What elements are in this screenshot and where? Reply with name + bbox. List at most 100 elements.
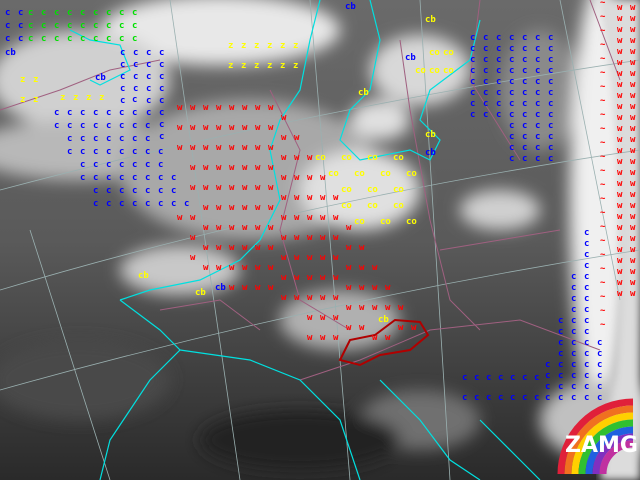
symbol-w: w: [216, 183, 222, 193]
symbol-z: z: [267, 41, 272, 51]
symbol-c: c: [120, 72, 125, 82]
symbol-c: c: [145, 186, 150, 196]
symbol-cb_yellow: cb: [425, 15, 436, 25]
symbol-c: c: [509, 44, 514, 54]
symbol-c: c: [522, 393, 527, 403]
symbol-c: c: [522, 121, 527, 131]
symbol-w: w: [177, 123, 183, 133]
symbol-c: c: [470, 55, 475, 65]
symbol-w: w: [617, 102, 623, 112]
symbol-c: c: [545, 371, 550, 381]
symbol-cg: c: [54, 34, 59, 44]
symbol-c: c: [159, 132, 164, 142]
symbol-c: c: [584, 382, 589, 392]
symbol-w: w: [359, 323, 365, 333]
symbol-c: c: [558, 371, 563, 381]
symbol-c: c: [133, 60, 138, 70]
symbol-w: w: [630, 36, 636, 46]
symbol-c: c: [522, 77, 527, 87]
symbol-c: c: [496, 44, 501, 54]
symbol-c: c: [509, 99, 514, 109]
symbol-w: w: [190, 143, 196, 153]
symbol-c: c: [522, 154, 527, 164]
symbol-w: w: [203, 223, 209, 233]
symbol-c: c: [548, 143, 553, 153]
symbol-c: c: [509, 77, 514, 87]
symbol-c: c: [486, 373, 491, 383]
symbol-w: w: [411, 323, 417, 333]
symbol-c: c: [80, 121, 85, 131]
symbol-w: w: [307, 313, 313, 323]
symbol-c: c: [522, 44, 527, 54]
symbol-w: w: [617, 25, 623, 35]
symbol-c: c: [132, 186, 137, 196]
symbol-cg: c: [54, 8, 59, 18]
symbol-cb_blue: cb: [405, 53, 416, 63]
symbol-c: c: [496, 110, 501, 120]
symbol-c: c: [534, 393, 539, 403]
symbol-co: co: [341, 185, 352, 195]
symbol-c: c: [584, 338, 589, 348]
symbol-z: z: [20, 75, 25, 85]
symbol-w: w: [229, 283, 235, 293]
symbol-tilde: ~: [600, 54, 606, 64]
symbol-c: c: [535, 154, 540, 164]
symbol-w: w: [320, 233, 326, 243]
symbol-w: w: [307, 253, 313, 263]
symbol-z: z: [20, 95, 25, 105]
symbol-w: w: [242, 143, 248, 153]
symbol-c: c: [132, 108, 137, 118]
symbol-w: w: [346, 303, 352, 313]
symbol-c: c: [584, 316, 589, 326]
symbol-w: w: [242, 243, 248, 253]
symbol-cb_yellow: cb: [138, 271, 149, 281]
symbol-w: w: [630, 80, 636, 90]
symbol-c: c: [548, 33, 553, 43]
symbol-c: c: [171, 173, 176, 183]
symbol-cb_blue: cb: [5, 48, 16, 58]
symbol-w: w: [177, 103, 183, 113]
symbol-c: c: [145, 199, 150, 209]
symbol-w: w: [333, 233, 339, 243]
symbol-c: c: [522, 66, 527, 76]
symbol-z: z: [228, 41, 233, 51]
rainbow-band: [592, 433, 634, 475]
symbol-c: c: [483, 55, 488, 65]
symbol-w: w: [307, 173, 313, 183]
symbol-w: w: [617, 69, 623, 79]
symbol-w: w: [242, 123, 248, 133]
symbol-z: z: [293, 41, 298, 51]
symbol-c: c: [535, 66, 540, 76]
symbol-c: c: [462, 393, 467, 403]
symbol-c: c: [470, 88, 475, 98]
symbol-co: co: [367, 153, 378, 163]
symbol-c: c: [571, 272, 576, 282]
symbol-w: w: [617, 146, 623, 156]
symbol-c: c: [535, 121, 540, 131]
symbol-c: c: [558, 382, 563, 392]
symbol-c: c: [584, 228, 589, 238]
symbol-w: w: [617, 289, 623, 299]
symbol-co: co: [354, 169, 365, 179]
symbol-c: c: [133, 84, 138, 94]
symbol-c: c: [18, 34, 23, 44]
rainbow-band: [557, 398, 634, 475]
symbol-w: w: [229, 103, 235, 113]
symbol-co: co: [341, 153, 352, 163]
symbol-c: c: [496, 77, 501, 87]
symbol-c: c: [522, 132, 527, 142]
symbol-w: w: [630, 113, 636, 123]
symbol-z: z: [267, 61, 272, 71]
symbol-w: w: [617, 124, 623, 134]
symbol-w: w: [242, 183, 248, 193]
symbol-w: w: [372, 283, 378, 293]
symbol-w: w: [216, 143, 222, 153]
symbol-w: w: [372, 333, 378, 343]
symbol-c: c: [462, 373, 467, 383]
symbol-c: c: [545, 360, 550, 370]
symbol-c: c: [571, 371, 576, 381]
symbol-c: c: [80, 134, 85, 144]
symbol-w: w: [203, 143, 209, 153]
symbol-w: w: [268, 183, 274, 193]
symbol-co: co: [380, 169, 391, 179]
